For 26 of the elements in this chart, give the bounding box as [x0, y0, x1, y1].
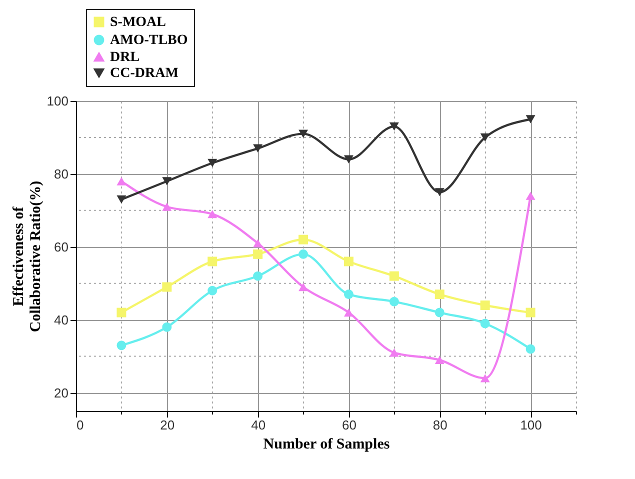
x-tick-label: 20 [160, 418, 175, 432]
y-tick-label: 80 [54, 166, 68, 182]
point [344, 256, 354, 266]
point [344, 290, 354, 300]
point [298, 130, 308, 138]
y-tick-label: 40 [54, 312, 68, 328]
y-tick-label: 60 [54, 239, 68, 254]
x-axis-title: Number of Samples [263, 436, 390, 452]
y-tick-label: 100 [46, 94, 68, 108]
legend-label: AMO-TLBO [110, 33, 188, 48]
x-tick-label: 60 [342, 418, 356, 432]
point [480, 300, 490, 310]
legend-label: CC-DRAM [110, 66, 178, 81]
x-tick-label: 40 [251, 418, 266, 432]
x-tick-label: 0 [76, 418, 84, 432]
y-axis-title: Effectiveness of Collaborative Ratio(%) [10, 180, 44, 332]
point [344, 155, 354, 164]
y-tick-label: 20 [54, 385, 68, 400]
x-tick-label: 100 [520, 418, 542, 432]
point [298, 249, 308, 259]
point [298, 282, 308, 292]
legend-label: DRL [110, 50, 140, 65]
point [298, 234, 308, 244]
x-tick-label: 80 [432, 418, 448, 432]
legend-label: S-MOAL [110, 15, 166, 30]
point [344, 308, 354, 317]
